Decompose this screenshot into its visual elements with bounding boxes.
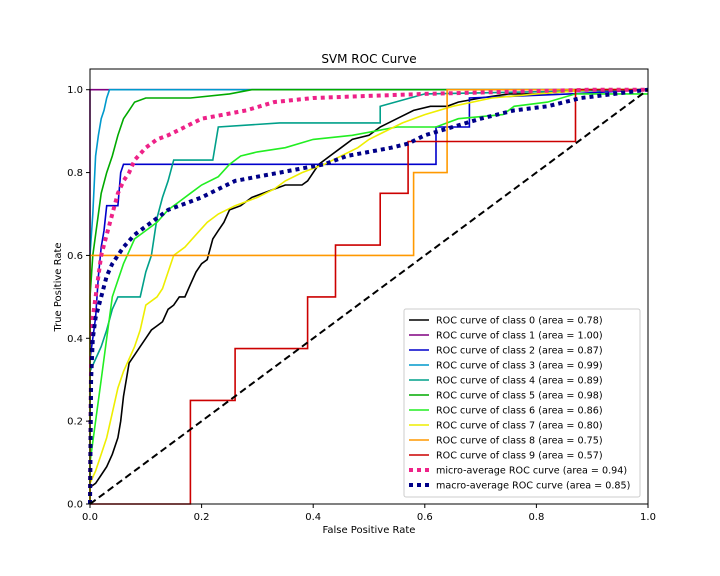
legend-label-macro-average: macro-average ROC curve (area = 0.85): [436, 481, 630, 492]
y-tick-label: 0.6: [67, 251, 83, 262]
roc-curve-class-9: [90, 88, 648, 505]
legend-label-class-1: ROC curve of class 1 (area = 1.00): [436, 331, 603, 342]
x-tick-label: 0.4: [305, 512, 321, 523]
legend-label-class-2: ROC curve of class 2 (area = 0.87): [436, 346, 603, 357]
roc-curve-macro-average: [88, 87, 649, 505]
axis-ticks: 0.0 0.2 0.4 0.6 0.8 1.0 0.0 0.2 0.4 0.6 0.8 1.0: [67, 85, 656, 523]
legend-label-class-7: ROC curve of class 7 (area = 0.80): [436, 421, 603, 432]
roc-curve-class-0: [89, 88, 648, 504]
x-tick-label: 0.6: [417, 512, 433, 523]
legend-label-class-6: ROC curve of class 6 (area = 0.86): [436, 406, 603, 417]
legend-label-class-3: ROC curve of class 3 (area = 0.99): [436, 361, 603, 372]
legend-box: [403, 308, 641, 498]
y-tick-label: 0.4: [67, 334, 83, 345]
x-tick-label: 0.8: [528, 512, 544, 523]
y-tick-label: 1.0: [67, 85, 83, 96]
plot-frame: [89, 68, 649, 505]
x-axis-label: False Positive Rate: [323, 525, 416, 536]
x-tick-label: 1.0: [640, 512, 656, 523]
legend-label-class-5: ROC curve of class 5 (area = 0.98): [436, 391, 603, 402]
legend-label-micro-average: micro-average ROC curve (area = 0.94): [436, 466, 627, 477]
roc-curve-class-7: [89, 88, 648, 504]
x-tick-label: 0.2: [194, 512, 210, 523]
y-tick-label: 0.2: [67, 417, 83, 428]
roc-curve-class-3: [89, 88, 648, 504]
roc-curve-class-6: [89, 93, 648, 504]
legend-label-class-0: ROC curve of class 0 (area = 0.78): [436, 316, 603, 327]
legend-label-class-8: ROC curve of class 8 (area = 0.75): [436, 436, 603, 447]
y-tick-label: 0.0: [67, 500, 83, 511]
roc-curve-class-5: [89, 88, 648, 504]
legend: ROC curve of class 0 (area = 0.78) ROC cu…: [403, 308, 641, 498]
chart-title: SVM ROC Curve: [321, 52, 416, 66]
x-tick-label: 0.0: [82, 512, 98, 523]
legend-label-class-4: ROC curve of class 4 (area = 0.89): [436, 376, 603, 387]
legend-label-class-9: ROC curve of class 9 (area = 0.57): [436, 451, 603, 462]
y-axis-label: True Positive Rate: [53, 242, 64, 332]
chance-diagonal-line: [89, 88, 649, 505]
y-tick-label: 0.8: [67, 168, 83, 179]
